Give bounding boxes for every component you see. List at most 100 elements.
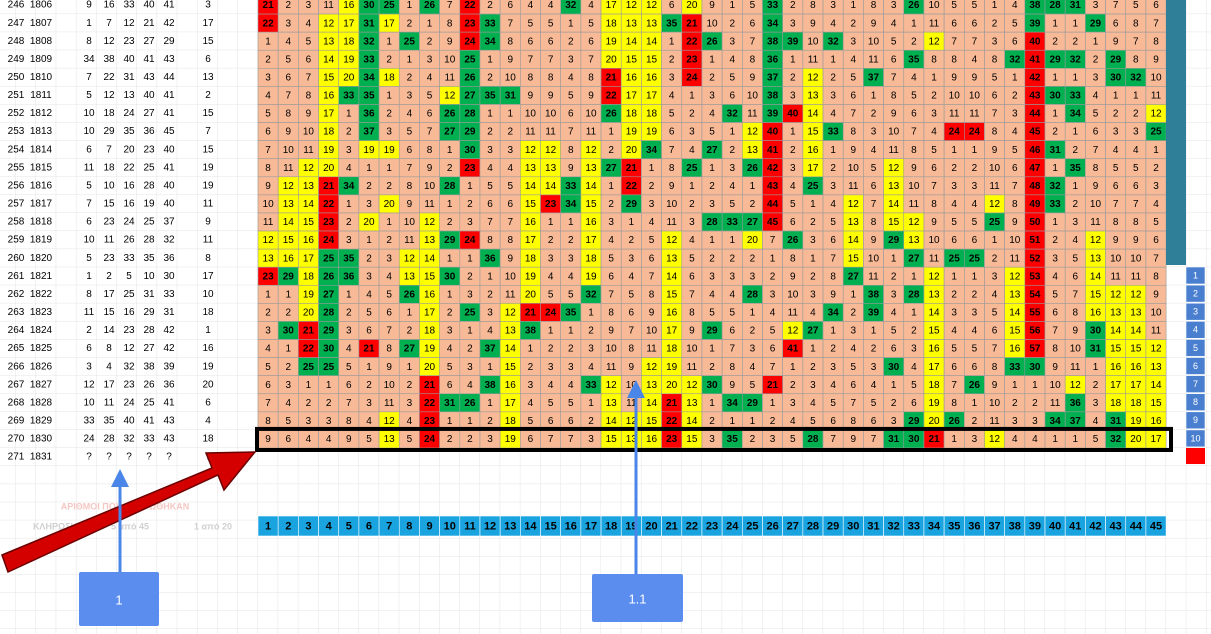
- delay-value: 38: [868, 289, 880, 300]
- delay-value: 38: [1029, 0, 1041, 11]
- column-header: 20: [645, 520, 657, 532]
- drawn-number: 11: [104, 397, 115, 408]
- delay-value: 26: [464, 398, 476, 409]
- delay-value: 18: [1130, 398, 1142, 409]
- delay-value: 30: [706, 380, 718, 391]
- delay-value: 7: [548, 434, 554, 445]
- row-number: 253: [8, 126, 25, 137]
- delay-value: 16: [424, 289, 436, 300]
- delay-value: 12: [1150, 344, 1162, 355]
- delay-value: 39: [1029, 18, 1041, 29]
- delay-value: 12: [525, 145, 537, 156]
- drawn-number: 29: [143, 307, 155, 318]
- drawn-number: 12: [103, 36, 115, 47]
- delay-value: 1: [709, 398, 715, 409]
- drawn-number: 27: [143, 108, 155, 119]
- delay-value: 3: [750, 344, 756, 355]
- delay-value: 11: [687, 362, 698, 373]
- delay-value: 3: [366, 199, 372, 210]
- delay-value: 21: [363, 344, 375, 355]
- delay-value: 1: [1052, 18, 1058, 29]
- delay-value: 4: [891, 308, 897, 319]
- delay-value: 2: [1012, 91, 1018, 102]
- delay-value: 21: [525, 308, 537, 319]
- delay-value: 1: [629, 217, 635, 228]
- delay-value: 8: [851, 127, 857, 138]
- delay-value: 8: [1153, 271, 1159, 282]
- delay-value: 4: [366, 416, 372, 427]
- delay-value: 6: [629, 308, 635, 319]
- delay-value: 39: [868, 308, 880, 319]
- delay-value: 55: [1029, 308, 1041, 319]
- delay-value: 32: [565, 0, 577, 11]
- delay-value: 10: [1009, 235, 1021, 246]
- delay-value: 1: [568, 326, 574, 337]
- delay-value: 27: [444, 127, 456, 138]
- row-number: 266: [8, 361, 25, 372]
- delay-value: 28: [807, 434, 819, 445]
- delay-value: 1: [386, 36, 392, 47]
- delay-value: 3: [407, 398, 413, 409]
- delay-value: 7: [568, 127, 574, 138]
- delay-value: 7: [487, 217, 493, 228]
- delay-value: 12: [686, 380, 698, 391]
- drawn-number: 40: [123, 416, 135, 427]
- delay-value: 15: [1150, 398, 1162, 409]
- delay-value: 13: [283, 199, 295, 210]
- delay-value: 27: [464, 91, 476, 102]
- delay-value: 1: [447, 416, 453, 427]
- delay-value: 9: [407, 199, 413, 210]
- draw-number: 1822: [30, 289, 53, 300]
- delay-value: 20: [686, 0, 698, 11]
- column-header: 18: [605, 520, 617, 532]
- drawn-number: 40: [163, 180, 175, 191]
- delay-value: 12: [626, 0, 638, 11]
- side-number: 2: [1193, 288, 1198, 298]
- drawn-number: 41: [163, 397, 175, 408]
- column-header: 9: [426, 520, 432, 532]
- delay-value: 1: [608, 181, 614, 192]
- delay-value: 3: [1113, 127, 1119, 138]
- delay-value: 1: [407, 54, 413, 65]
- delay-value: 1: [366, 362, 372, 373]
- delay-value: 1: [972, 271, 978, 282]
- joker-number: 15: [202, 108, 214, 119]
- delay-value: 26: [444, 109, 456, 120]
- delay-value: 4: [911, 73, 917, 84]
- delay-value: 8: [951, 398, 957, 409]
- delay-value: 1: [830, 145, 836, 156]
- delay-value: 7: [285, 91, 291, 102]
- delay-value: 4: [467, 380, 473, 391]
- drawn-number: 22: [123, 162, 135, 173]
- delay-value: 4: [1012, 0, 1018, 11]
- delay-value: 4: [1012, 127, 1018, 138]
- delay-value: 3: [649, 199, 655, 210]
- drawn-number: 17: [103, 289, 115, 300]
- delay-value: 11: [384, 398, 395, 409]
- delay-value: 21: [424, 380, 436, 391]
- delay-value: 6: [972, 235, 978, 246]
- row-number: 250: [8, 72, 25, 83]
- delay-value: 3: [830, 362, 836, 373]
- delay-value: 6: [951, 18, 957, 29]
- delay-value: 7: [689, 289, 695, 300]
- delay-value: 11: [646, 344, 657, 355]
- delay-value: 27: [606, 163, 618, 174]
- delay-value: 2: [729, 145, 735, 156]
- delay-value: 21: [767, 380, 779, 391]
- delay-value: 3: [386, 253, 392, 264]
- delay-value: 18: [343, 36, 355, 47]
- delay-value: 13: [1090, 253, 1102, 264]
- delay-value: 10: [848, 163, 860, 174]
- delay-value: 7: [1073, 289, 1079, 300]
- side-marker: [1186, 448, 1205, 464]
- delay-value: 14: [928, 308, 940, 319]
- column-header: 6: [366, 520, 372, 532]
- delay-value: 12: [807, 73, 819, 84]
- delay-value: 15: [424, 271, 436, 282]
- row-number: 268: [8, 397, 25, 408]
- delay-value: 14: [505, 344, 517, 355]
- delay-value: 21: [263, 0, 275, 11]
- delay-value: 1: [407, 308, 413, 319]
